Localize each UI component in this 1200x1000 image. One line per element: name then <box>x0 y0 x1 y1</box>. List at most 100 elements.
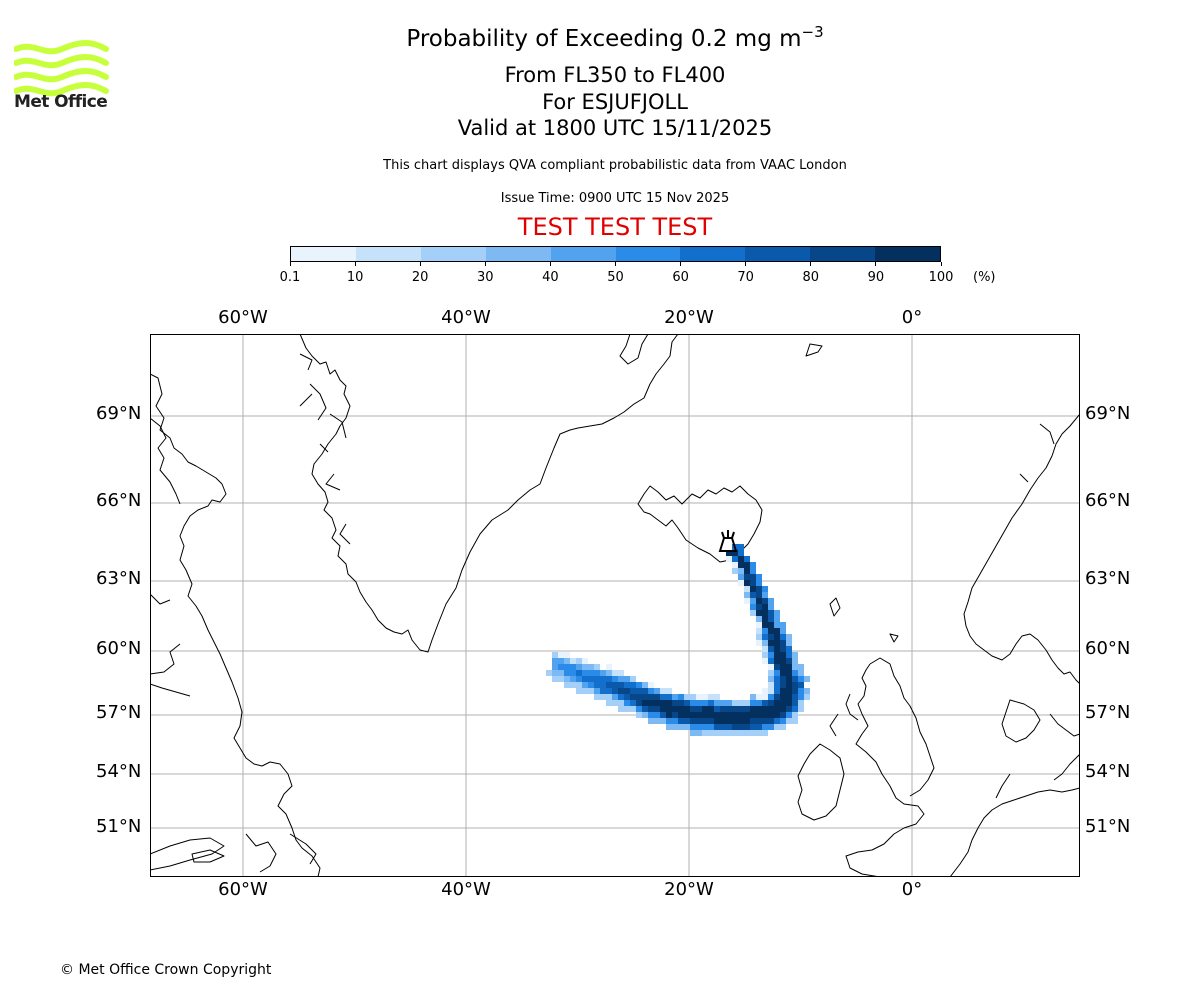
plume-cell <box>768 616 774 622</box>
plume-cell <box>792 652 798 658</box>
volcano-name: For ESJUFJOLL <box>542 90 688 114</box>
lat-label: 66°N <box>1085 490 1131 511</box>
plume-cell <box>714 724 720 730</box>
valid-time: Valid at 1800 UTC 15/11/2025 <box>457 116 773 140</box>
plume-cell <box>570 658 576 664</box>
plume-cell <box>690 730 696 736</box>
flight-level-range: From FL350 to FL400 <box>504 63 726 87</box>
plume-cell <box>780 658 786 664</box>
lat-label: 57°N <box>96 702 142 723</box>
plume-cell <box>780 724 786 730</box>
plume-cell <box>720 706 726 712</box>
plume-cell <box>576 664 582 670</box>
plume-cell <box>612 694 618 700</box>
plume-cell <box>726 550 732 556</box>
plume-cell <box>606 688 612 694</box>
plume-cell <box>768 640 774 646</box>
plume-cell <box>804 676 810 682</box>
plume-cell <box>744 586 750 592</box>
plume-cell <box>612 670 618 676</box>
plume-cell <box>780 700 786 706</box>
plume-cell <box>570 670 576 676</box>
plume-cell <box>696 706 702 712</box>
plume-cell <box>594 688 600 694</box>
plume-cell <box>570 676 576 682</box>
plume-cell <box>630 682 636 688</box>
plume-cell <box>780 652 786 658</box>
plume-cell <box>756 640 762 646</box>
plume-cell <box>648 712 654 718</box>
plume-cell <box>750 562 756 568</box>
plume-cell <box>780 706 786 712</box>
plume-cell <box>756 628 762 634</box>
plume-cell <box>624 706 630 712</box>
plume-cell <box>732 550 738 556</box>
plume-cell <box>618 688 624 694</box>
plume-cell <box>708 718 714 724</box>
plume-cell <box>780 640 786 646</box>
plume-cell <box>780 664 786 670</box>
plume-cell <box>780 682 786 688</box>
plume-cell <box>744 718 750 724</box>
plume-cell <box>558 658 564 664</box>
plume-cell <box>708 700 714 706</box>
plume-cell <box>756 610 762 616</box>
plume-cell <box>798 670 804 676</box>
plume-cell <box>618 694 624 700</box>
plume-cell <box>762 616 768 622</box>
plume-cell <box>654 688 660 694</box>
plume-cell <box>600 694 606 700</box>
plume-cell <box>744 712 750 718</box>
plume-cell <box>762 604 768 610</box>
plume-cell <box>672 700 678 706</box>
plume-cell <box>654 712 660 718</box>
plume-cell <box>732 556 738 562</box>
plume-cell <box>690 724 696 730</box>
plume-cell <box>744 724 750 730</box>
plume-cell <box>738 724 744 730</box>
plume-cell <box>738 712 744 718</box>
plume-cell <box>780 622 786 628</box>
plume-cell <box>570 664 576 670</box>
plume-cell <box>552 670 558 676</box>
colorbar-tick-mark <box>875 262 877 266</box>
plume-cell <box>744 556 750 562</box>
plume-cell <box>792 718 798 724</box>
plume-cell <box>600 682 606 688</box>
lon-label: 60°W <box>218 879 268 900</box>
plume-cell <box>756 634 762 640</box>
plume-cell <box>768 694 774 700</box>
plume-cell <box>666 712 672 718</box>
plume-cell <box>606 664 612 670</box>
plume-cell <box>786 700 792 706</box>
plume-cell <box>798 688 804 694</box>
plume-cell <box>606 682 612 688</box>
plume-cell <box>558 664 564 670</box>
plume-cell <box>642 706 648 712</box>
plume-cell <box>786 640 792 646</box>
plume-cell <box>798 694 804 700</box>
plume-cell <box>756 694 762 700</box>
plume-cell <box>564 682 570 688</box>
plume-cell <box>624 676 630 682</box>
colorbar-unit: (%) <box>973 270 996 285</box>
plume-cell <box>720 712 726 718</box>
plume-cell <box>642 688 648 694</box>
plume-cell <box>552 652 558 658</box>
plume-cell <box>750 598 756 604</box>
plume-cell <box>624 694 630 700</box>
plume-cell <box>768 634 774 640</box>
plume-cell <box>588 664 594 670</box>
colorbar-tick-label: 10 <box>346 270 364 285</box>
plume-cell <box>666 700 672 706</box>
plume-cell <box>762 712 768 718</box>
plume-cell <box>768 598 774 604</box>
plume-cell <box>642 712 648 718</box>
plume-cell <box>690 694 696 700</box>
plume-cell <box>582 658 588 664</box>
plume-cell <box>630 700 636 706</box>
plume-cell <box>774 652 780 658</box>
plume-cell <box>774 658 780 664</box>
plume-cell <box>744 592 750 598</box>
plume-cell <box>576 688 582 694</box>
